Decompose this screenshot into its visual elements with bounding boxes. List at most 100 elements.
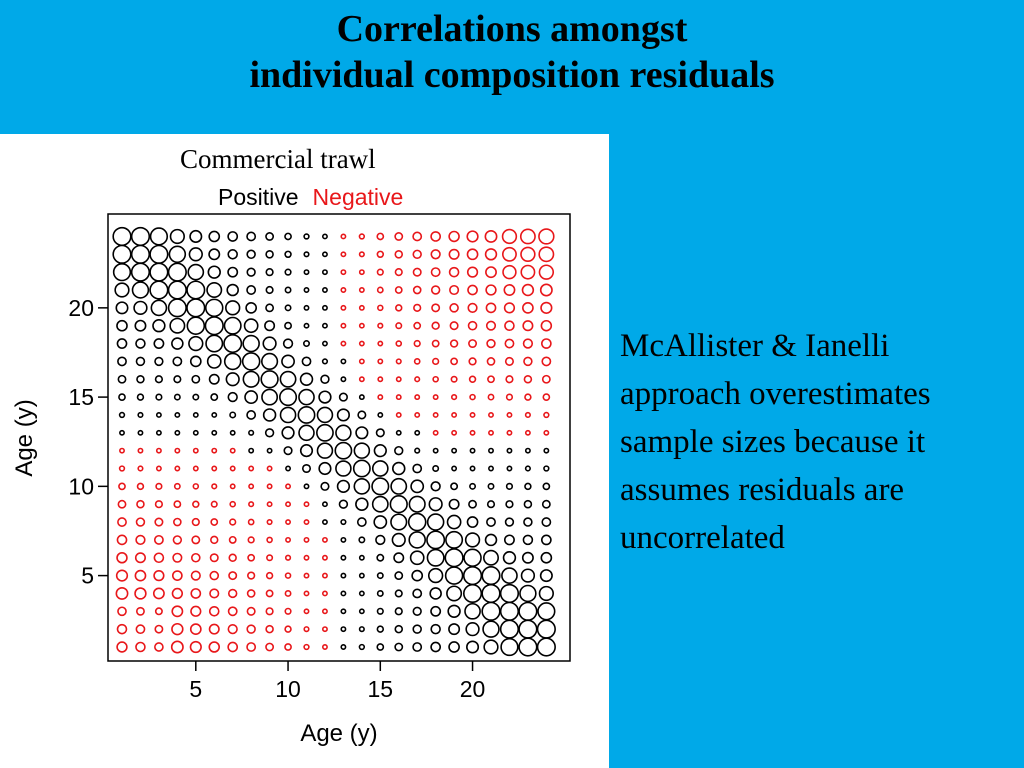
- positive-correlation-circle: [412, 624, 422, 634]
- y-tick-label: 20: [68, 295, 94, 321]
- positive-correlation-circle: [334, 441, 353, 460]
- negative-correlation-circle: [468, 375, 477, 383]
- negative-correlation-circle: [340, 251, 347, 258]
- negative-correlation-circle: [155, 482, 163, 490]
- positive-correlation-circle: [279, 370, 297, 388]
- negative-correlation-circle: [189, 623, 202, 636]
- negative-correlation-circle: [412, 231, 423, 242]
- positive-correlation-circle: [414, 429, 421, 436]
- negative-correlation-circle: [523, 356, 533, 367]
- positive-correlation-circle: [502, 551, 517, 565]
- positive-correlation-circle: [316, 423, 334, 442]
- negative-correlation-circle: [321, 608, 328, 615]
- positive-correlation-circle: [245, 301, 258, 314]
- negative-correlation-circle: [524, 393, 532, 401]
- positive-correlation-circle: [483, 639, 499, 655]
- positive-correlation-circle: [229, 429, 236, 436]
- negative-correlation-circle: [449, 284, 460, 296]
- positive-correlation-circle: [542, 482, 551, 491]
- positive-correlation-circle: [390, 477, 408, 495]
- negative-correlation-circle: [487, 375, 495, 384]
- positive-correlation-circle: [468, 499, 477, 509]
- negative-correlation-circle: [432, 429, 439, 436]
- negative-correlation-circle: [211, 483, 218, 490]
- positive-correlation-circle: [358, 608, 365, 615]
- negative-correlation-circle: [228, 535, 237, 544]
- negative-correlation-circle: [414, 411, 421, 418]
- negative-correlation-circle: [376, 232, 385, 241]
- negative-correlation-circle: [227, 606, 238, 617]
- plot-frame: [107, 213, 571, 662]
- positive-correlation-circle: [316, 442, 334, 459]
- positive-correlation-circle: [340, 554, 347, 561]
- positive-correlation-circle: [482, 620, 500, 638]
- positive-correlation-circle: [446, 585, 463, 602]
- positive-correlation-circle: [192, 411, 199, 418]
- negative-correlation-circle: [266, 536, 273, 544]
- positive-correlation-circle: [445, 530, 464, 549]
- positive-correlation-circle: [355, 497, 369, 511]
- positive-correlation-circle: [206, 282, 223, 299]
- positive-correlation-circle: [246, 410, 257, 420]
- negative-correlation-circle: [284, 607, 292, 615]
- negative-correlation-circle: [266, 465, 273, 472]
- negative-correlation-circle: [134, 552, 146, 564]
- negative-correlation-circle: [412, 267, 422, 277]
- negative-correlation-circle: [522, 338, 534, 349]
- negative-correlation-circle: [192, 483, 200, 490]
- negative-correlation-circle: [467, 284, 478, 296]
- negative-correlation-circle: [248, 501, 255, 508]
- positive-correlation-circle: [394, 642, 404, 652]
- negative-correlation-circle: [358, 358, 365, 365]
- positive-correlation-circle: [447, 604, 461, 619]
- positive-correlation-circle: [205, 334, 224, 353]
- negative-correlation-circle: [412, 285, 422, 295]
- positive-correlation-circle: [394, 624, 404, 634]
- negative-correlation-circle: [340, 233, 347, 240]
- positive-correlation-circle: [244, 390, 259, 405]
- negative-correlation-circle: [137, 447, 144, 454]
- positive-correlation-circle: [152, 318, 166, 333]
- positive-correlation-circle: [340, 536, 347, 543]
- negative-correlation-circle: [524, 429, 531, 436]
- negative-correlation-circle: [449, 339, 459, 348]
- negative-correlation-circle: [504, 320, 515, 331]
- negative-correlation-circle: [430, 231, 442, 242]
- slide-title-line-1: Correlations amongst: [336, 8, 688, 50]
- positive-correlation-circle: [426, 530, 446, 550]
- negative-correlation-circle: [450, 393, 458, 401]
- y-tick-label: 10: [68, 473, 94, 499]
- positive-correlation-circle: [227, 249, 238, 260]
- negative-correlation-circle: [522, 301, 534, 314]
- negative-correlation-circle: [377, 322, 384, 329]
- positive-correlation-circle: [265, 303, 275, 313]
- positive-correlation-circle: [248, 429, 255, 436]
- positive-correlation-circle: [283, 446, 293, 456]
- negative-correlation-circle: [503, 284, 516, 296]
- x-tick-label: 10: [275, 676, 301, 702]
- negative-correlation-circle: [466, 266, 479, 278]
- positive-correlation-circle: [469, 482, 477, 490]
- positive-correlation-circle: [264, 320, 276, 332]
- positive-correlation-circle: [340, 358, 347, 365]
- negative-correlation-circle: [118, 482, 126, 491]
- y-tick-label: 5: [81, 563, 94, 589]
- positive-correlation-circle: [340, 572, 347, 579]
- negative-correlation-circle: [192, 500, 200, 508]
- negative-correlation-circle: [116, 551, 128, 564]
- negative-correlation-circle: [171, 587, 184, 600]
- negative-correlation-circle: [192, 447, 199, 454]
- positive-correlation-circle: [301, 356, 312, 367]
- positive-correlation-circle: [358, 626, 365, 633]
- x-tick-label: 5: [189, 676, 202, 702]
- positive-correlation-circle: [540, 534, 552, 546]
- negative-correlation-circle: [358, 287, 365, 293]
- positive-correlation-circle: [118, 411, 126, 419]
- negative-correlation-circle: [285, 536, 292, 543]
- negative-correlation-circle: [502, 264, 517, 280]
- negative-correlation-circle: [137, 465, 144, 472]
- positive-correlation-circle: [136, 374, 145, 384]
- positive-correlation-circle: [484, 533, 498, 547]
- body-line: assumes residuals are: [620, 472, 905, 508]
- positive-correlation-circle: [115, 301, 129, 315]
